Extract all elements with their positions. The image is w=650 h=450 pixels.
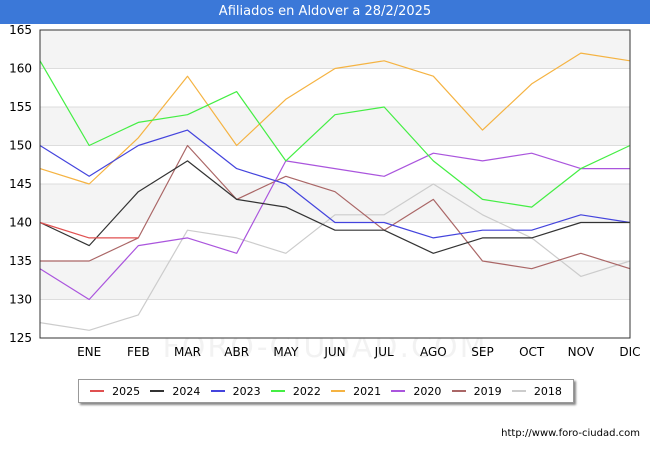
legend-label: 2018	[533, 384, 562, 398]
x-tick-label: OCT	[519, 345, 545, 359]
legend-item: 2019	[451, 384, 502, 398]
plot-band	[40, 30, 630, 69]
y-tick-label: 135	[9, 254, 32, 268]
x-axis-ticks: ENE FEB MAR ABR MAY JUN JUL AGO SEP OCT NOV DIC	[77, 345, 640, 359]
legend-item: 2021	[331, 385, 381, 398]
legend-label: 2020	[413, 384, 442, 398]
x-tick-label: MAR	[174, 345, 201, 359]
series-line-2021	[39, 52, 631, 185]
x-tick-label: ABR	[224, 345, 249, 359]
y-tick-label: 140	[9, 216, 32, 230]
legend-item: 2018	[511, 384, 562, 398]
legend-swatch	[511, 390, 526, 392]
x-tick-label: NOV	[568, 345, 595, 359]
x-tick-label: SEP	[471, 345, 493, 359]
x-tick-label: FEB	[127, 345, 150, 359]
legend-swatch	[90, 390, 105, 392]
legend-item: 2022	[270, 384, 321, 398]
legend-label: 2022	[292, 384, 321, 398]
legend-label: 2019	[473, 384, 502, 398]
legend-swatch	[270, 390, 285, 392]
x-tick-label: MAY	[273, 345, 299, 359]
series-line-2024	[39, 160, 630, 254]
x-tick-label: JUN	[323, 345, 345, 359]
plot-band	[40, 107, 630, 146]
x-tick-label: JUL	[374, 345, 394, 359]
y-tick-label: 145	[9, 177, 32, 191]
legend-item: 2020	[391, 385, 441, 398]
legend-item: 2023	[210, 384, 261, 398]
y-tick-label: 130	[9, 293, 32, 307]
series-lines	[39, 52, 631, 331]
legend-swatch	[391, 390, 406, 392]
legend-swatch	[451, 390, 466, 392]
legend-label: 2024	[172, 384, 201, 398]
series-line-2025	[39, 221, 139, 239]
legend-label: 2025	[112, 384, 141, 398]
legend-swatch	[331, 390, 346, 392]
legend-item: 2024	[150, 385, 200, 398]
plot-band	[40, 261, 630, 300]
plot-band	[40, 184, 630, 223]
legend: 2025 2024 2023 2022 2021 2020 2019 2018	[78, 379, 574, 403]
x-tick-label: ENE	[77, 345, 101, 359]
y-axis-ticks: 125 130 135 140 145 150 155 160 165	[9, 23, 32, 345]
x-tick-label: DIC	[619, 345, 640, 359]
legend-label: 2021	[353, 384, 382, 398]
y-tick-label: 155	[9, 100, 32, 114]
series-line-2020	[39, 152, 630, 301]
y-tick-label: 160	[9, 62, 32, 76]
series-line-2022	[39, 60, 631, 208]
legend-swatch	[210, 390, 225, 392]
y-tick-label: 165	[9, 23, 32, 37]
series-line-2023	[39, 129, 631, 239]
legend-item: 2025	[90, 385, 140, 398]
chart-title: Afiliados en Aldover a 28/2/2025	[0, 0, 650, 24]
plot-border	[39, 29, 631, 339]
legend-label: 2023	[232, 384, 261, 398]
y-tick-label: 125	[9, 331, 32, 345]
x-tick-label: AGO	[420, 345, 447, 359]
legend-swatch	[150, 390, 165, 392]
y-tick-label: 150	[9, 139, 32, 153]
source-url[interactable]: http://www.foro-ciudad.com	[501, 428, 640, 439]
